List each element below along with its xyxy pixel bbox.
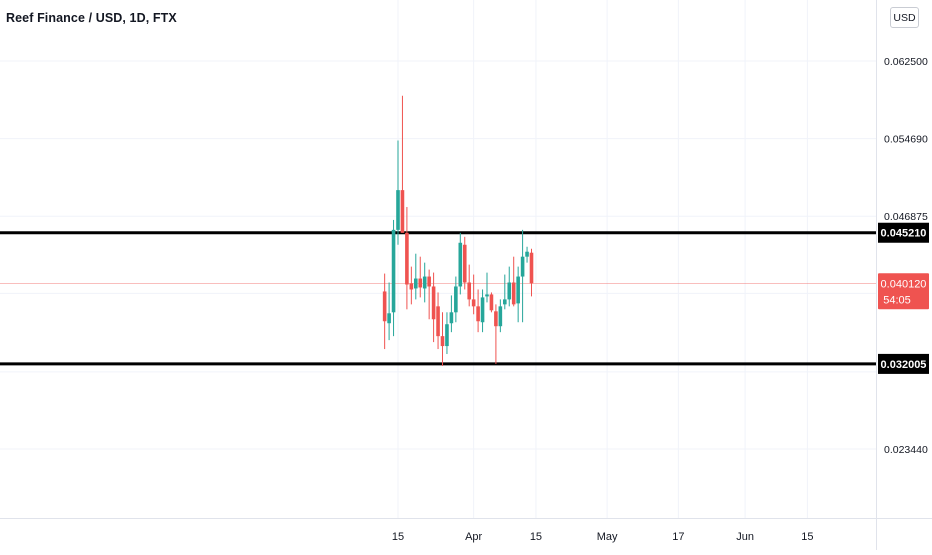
candle-body — [476, 306, 480, 322]
candle-body — [405, 232, 409, 285]
candle — [498, 299, 503, 333]
candle-body — [498, 306, 503, 327]
candle-body — [458, 242, 463, 287]
candle-body — [409, 283, 414, 290]
candle — [449, 295, 454, 333]
horizontal-levels — [0, 231, 876, 366]
candle — [440, 312, 445, 366]
candle-body — [391, 229, 396, 313]
time-tick-label: 15 — [801, 531, 813, 543]
candle-body — [422, 276, 427, 289]
candle — [414, 253, 418, 300]
last-price-label: 0.040120 — [881, 278, 927, 290]
time-tick-label: 15 — [392, 531, 404, 543]
candle — [422, 262, 427, 303]
candle-body — [525, 251, 529, 257]
candle — [503, 274, 507, 310]
countdown-label: 54:05 — [883, 294, 911, 306]
candle — [471, 274, 476, 315]
candle-body — [382, 291, 387, 322]
candle-body — [427, 276, 431, 287]
candle-body — [387, 313, 391, 324]
currency-button[interactable]: USD — [890, 7, 919, 28]
candle-body — [516, 276, 520, 304]
candle — [418, 256, 423, 298]
level-price-label-bg — [878, 353, 929, 374]
candle-body — [467, 282, 471, 300]
candle — [525, 246, 529, 263]
time-tick-label: Jun — [736, 531, 754, 543]
candle-body — [454, 286, 458, 313]
candle — [391, 219, 396, 337]
candle — [458, 232, 463, 295]
candle — [476, 289, 480, 333]
chart-title: Reef Finance / USD, 1D, FTX — [6, 11, 177, 25]
candle-body — [436, 306, 440, 337]
candle — [467, 264, 471, 307]
level-price-label: 0.045210 — [881, 228, 927, 240]
candle-body — [511, 282, 516, 305]
price-tick-label: 0.023440 — [884, 444, 928, 456]
candle-body — [462, 244, 467, 283]
last-price-label-bg — [878, 273, 929, 310]
candle — [409, 266, 414, 305]
price-tick-label: 0.046875 — [884, 211, 928, 223]
candle-body — [445, 324, 449, 347]
price-labels: 0.045210 0.032005 0.040120 54:05 — [878, 222, 929, 374]
candle — [480, 289, 485, 333]
candle-body — [485, 294, 489, 297]
candle — [431, 272, 436, 343]
candle — [427, 269, 431, 320]
candle-body — [396, 190, 400, 230]
candle-body — [529, 252, 534, 284]
candle — [436, 292, 440, 350]
candle — [516, 266, 520, 323]
candle-body — [520, 256, 525, 277]
candle — [445, 312, 449, 355]
candle — [454, 276, 458, 323]
candle-body — [400, 190, 405, 233]
level-price-label-bg — [878, 222, 929, 243]
candle-body — [507, 282, 512, 300]
candle — [494, 304, 498, 364]
candle — [511, 256, 516, 307]
price-tick-label: 0.054690 — [884, 134, 928, 146]
grid — [0, 0, 876, 518]
candle-body — [414, 278, 418, 289]
candle-body — [431, 286, 436, 320]
candle — [520, 229, 525, 323]
candle-body — [489, 294, 494, 311]
candle-body — [494, 311, 498, 327]
time-tick-label: May — [597, 531, 618, 543]
price-tick-label: 0.062500 — [884, 56, 928, 68]
candles — [382, 95, 534, 366]
candle — [405, 207, 409, 310]
candle-body — [471, 299, 476, 307]
candle — [387, 282, 391, 341]
candle — [382, 273, 387, 350]
candle-body — [503, 299, 507, 305]
candle — [489, 292, 494, 313]
candle — [400, 95, 405, 233]
time-tick-label: 15 — [530, 531, 542, 543]
candle — [485, 272, 489, 303]
candle-body — [480, 297, 485, 323]
candle — [462, 236, 467, 290]
candle — [396, 140, 400, 245]
candle — [529, 248, 534, 297]
time-tick-label: 17 — [672, 531, 684, 543]
time-tick-label: Apr — [465, 531, 482, 543]
candle-body — [449, 312, 454, 324]
level-price-label: 0.032005 — [881, 359, 927, 371]
candle — [507, 266, 512, 307]
candle-body — [418, 278, 423, 288]
candle-body — [440, 336, 445, 347]
